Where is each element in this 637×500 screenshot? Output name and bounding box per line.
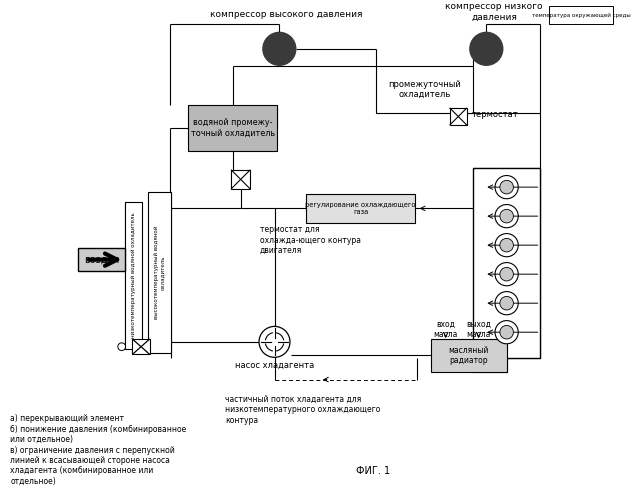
Text: высокотемпературный водяной
охладитель: высокотемпературный водяной охладитель [154, 226, 165, 320]
Text: температура окружающей среды: температура окружающей среды [532, 12, 631, 18]
Bar [189, 105, 278, 152]
Text: насос хладагента: насос хладагента [235, 360, 314, 370]
Circle shape [500, 326, 513, 339]
Circle shape [470, 32, 503, 66]
Text: а) перекрывающий элемент
б) понижение давления (комбинированное
или отдельное)
в: а) перекрывающий элемент б) понижение да… [10, 414, 187, 486]
Text: масляный
радиатор: масляный радиатор [448, 346, 489, 365]
Circle shape [500, 238, 513, 252]
Text: вход
масла: вход масла [434, 320, 458, 339]
Text: ФИГ. 1: ФИГ. 1 [356, 466, 390, 476]
Bar [431, 339, 506, 372]
Bar [549, 6, 613, 24]
Circle shape [259, 326, 290, 358]
Text: компрессор низкого
давления: компрессор низкого давления [445, 2, 543, 22]
Text: частичный поток хладагента для
низкотемпературного охлаждающего
контура: частичный поток хладагента для низкотемп… [225, 395, 380, 425]
Circle shape [495, 262, 519, 286]
Circle shape [495, 234, 519, 257]
Bar [473, 168, 540, 358]
Bar [78, 248, 125, 272]
Bar [231, 170, 250, 189]
Circle shape [500, 210, 513, 223]
Bar [148, 192, 171, 354]
Text: выход
масла: выход масла [466, 320, 491, 339]
Bar [376, 66, 473, 112]
Circle shape [495, 176, 519, 199]
Text: воздух: воздух [84, 254, 119, 264]
Circle shape [118, 343, 125, 350]
Text: компрессор высокого давления: компрессор высокого давления [210, 10, 362, 18]
Text: промежуточный
охладитель: промежуточный охладитель [388, 80, 461, 99]
Circle shape [263, 32, 296, 66]
Bar [125, 202, 142, 348]
Text: водяной промежу-
точный охладитель: водяной промежу- точный охладитель [191, 118, 275, 138]
Text: термостат для
охлажда-ющего контура
двигателя: термостат для охлажда-ющего контура двиг… [260, 226, 361, 255]
Bar [450, 108, 467, 125]
Text: термостат: термостат [472, 110, 519, 119]
Text: регулирование охлаждающего
газа: регулирование охлаждающего газа [305, 202, 416, 215]
Circle shape [495, 320, 519, 344]
Bar [132, 339, 150, 354]
Circle shape [500, 296, 513, 310]
Bar [306, 194, 415, 223]
Circle shape [495, 292, 519, 315]
Circle shape [500, 268, 513, 281]
Circle shape [495, 204, 519, 228]
Text: низкотемпературный водяной охладитель: низкотемпературный водяной охладитель [131, 212, 136, 338]
Circle shape [500, 180, 513, 194]
